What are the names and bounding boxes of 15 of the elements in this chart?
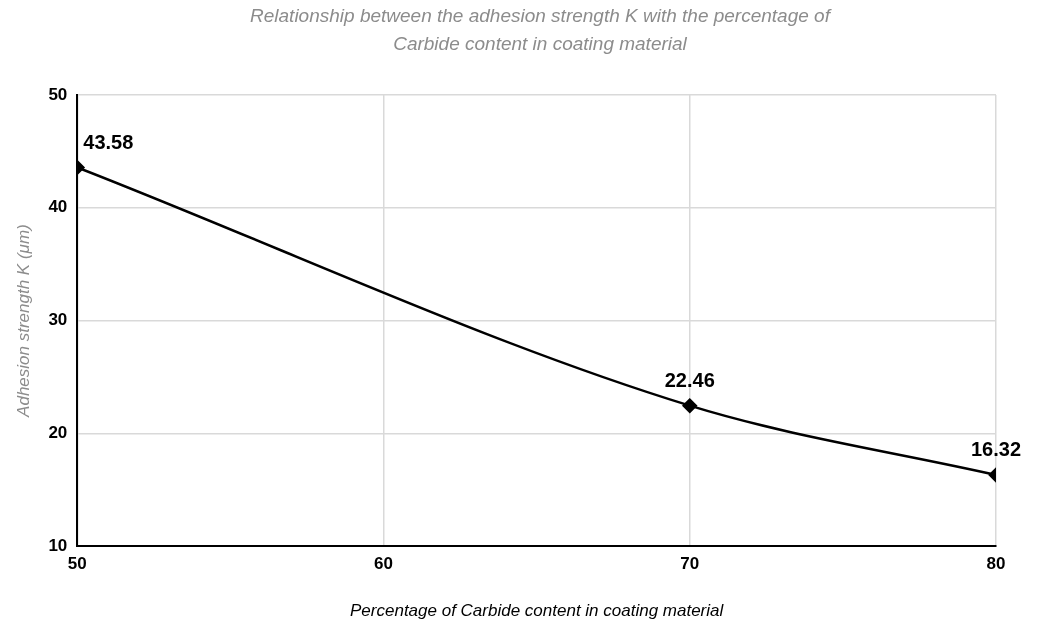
- chart-title: Relationship between the adhesion strength K with the percentage of Carbide content in coating material: [249, 4, 833, 56]
- x-axis-title: Percentage of Carbide content in coating material: [350, 600, 725, 620]
- x-tick-label: 80: [986, 554, 1006, 574]
- data-label: 16.32: [970, 438, 1022, 461]
- y-tick-label: 50: [48, 84, 68, 104]
- data-label: 43.58: [83, 130, 134, 153]
- x-tick-label: 60: [374, 554, 393, 574]
- y-tick-label: 30: [48, 310, 68, 330]
- x-tick-label: 70: [680, 554, 700, 574]
- y-tick-label: 20: [48, 423, 68, 443]
- data-label: 22.46: [664, 369, 715, 392]
- x-tick-label: 50: [67, 554, 87, 574]
- y-axis-title: Adhesion strength K (μm): [13, 224, 33, 418]
- y-tick-label: 40: [48, 197, 68, 217]
- y-tick-label: 10: [48, 535, 68, 555]
